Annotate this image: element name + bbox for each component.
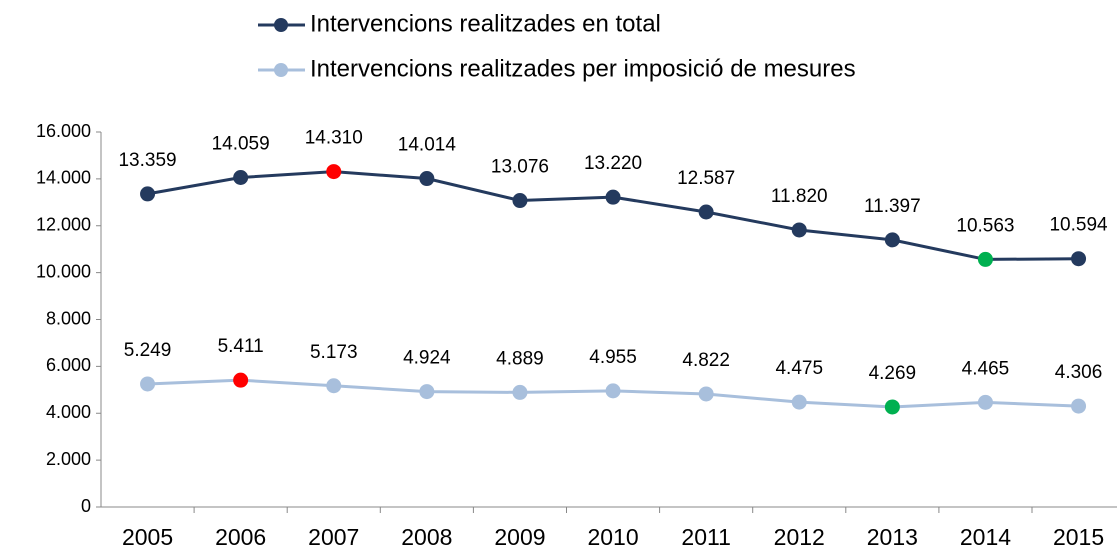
data-label: 13.076 [491,157,549,178]
data-label: 13.359 [118,150,176,171]
point [512,384,528,400]
y-tick-label: 10.000 [36,261,91,281]
point [140,186,156,202]
y-tick-label: 12.000 [36,215,91,235]
legend-label: Intervencions realitzades en total [310,10,661,37]
x-tick-label: 2015 [1053,524,1104,550]
point [1071,398,1087,414]
point [1071,251,1087,267]
data-label: 11.397 [864,196,921,217]
data-label: 4.822 [682,350,730,371]
x-tick-label: 2011 [681,524,730,550]
legend-label: Intervencions realitzades per imposició … [310,55,856,82]
point [791,394,807,410]
x-tick-label: 2006 [215,524,266,550]
data-label: 4.465 [962,358,1010,379]
data-label: 10.563 [956,215,1014,236]
legend-marker [274,18,288,32]
y-tick-label: 2.000 [46,449,91,469]
data-label: 14.310 [305,128,363,149]
legend-marker [274,63,288,77]
y-tick-label: 8.000 [46,308,91,328]
point [326,164,342,180]
x-tick-label: 2008 [401,524,452,550]
data-label: 4.955 [589,347,637,368]
x-tick-label: 2005 [122,524,173,550]
data-label: 5.411 [218,336,264,357]
data-label: 4.475 [775,358,823,379]
point [605,383,621,399]
point [512,193,528,209]
point [140,376,156,392]
point [233,169,249,185]
x-tick-label: 2009 [494,524,545,550]
x-tick-label: 2007 [308,524,359,550]
data-label: 14.014 [398,135,457,156]
data-label: 13.220 [584,153,642,174]
data-label: 10.594 [1049,215,1108,236]
data-label: 5.173 [310,342,358,363]
data-label: 4.924 [403,348,451,369]
y-tick-label: 16.000 [36,121,91,141]
data-label: 11.820 [771,186,828,207]
x-tick-label: 2013 [867,524,918,550]
data-label: 12.587 [677,168,735,189]
y-tick-label: 14.000 [36,168,91,188]
data-label: 4.306 [1055,362,1103,383]
data-label: 14.059 [212,134,270,155]
data-label: 4.269 [869,363,917,384]
point [233,372,249,388]
point [977,394,993,410]
point [698,204,714,220]
point [605,189,621,205]
series-line [147,170,1079,261]
point [977,251,993,267]
y-tick-label: 4.000 [46,402,91,422]
data-label: 4.889 [496,348,544,369]
point [326,378,342,394]
point [698,386,714,402]
y-tick-label: 0 [81,496,91,516]
x-tick-label: 2012 [774,524,825,550]
data-label: 5.249 [124,340,172,361]
x-tick-label: 2010 [587,524,638,550]
point [884,399,900,415]
point [791,222,807,238]
x-tick-label: 2014 [960,524,1011,550]
point [419,171,435,187]
y-tick-label: 6.000 [46,355,91,375]
point [419,384,435,400]
point [884,232,900,248]
